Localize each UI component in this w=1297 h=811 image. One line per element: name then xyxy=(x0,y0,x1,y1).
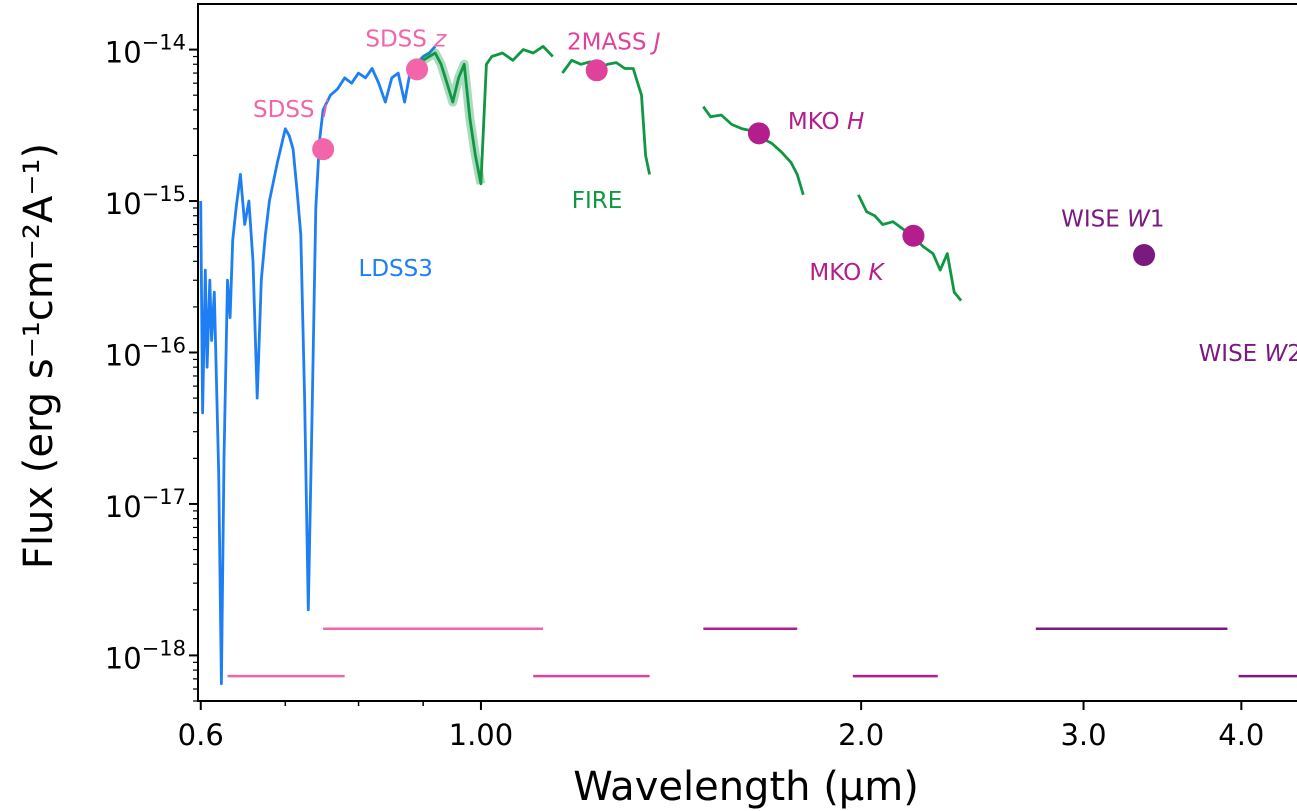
fire-spectrum-line-0 xyxy=(415,45,554,186)
2mass-j-label: 2MASS J xyxy=(567,30,661,56)
y-tick-label-4: 10−18 xyxy=(105,636,186,675)
plot-area: LDSS3 FIRE xyxy=(199,45,1297,686)
mko-h-label: MKO H xyxy=(788,109,864,135)
y-tick-label-3: 10−17 xyxy=(105,485,186,524)
x-tick-label-1: 1.00 xyxy=(449,718,514,752)
axes: SDSS i SDSS z 2MASS J MKO H MKO K WISE W1 WISE… xyxy=(105,26,1297,752)
wise-w1-label: WISE W1 xyxy=(1061,206,1164,232)
y-tick-label-2: 10−16 xyxy=(105,334,186,373)
wise-w1-point xyxy=(1133,244,1156,267)
ldss3-spectrum-line xyxy=(199,45,437,686)
y-axis-title: Flux (erg s⁻¹cm⁻²A⁻¹) xyxy=(16,143,62,569)
fire-label: FIRE xyxy=(572,188,623,214)
sdss-z-label: SDSS z xyxy=(365,26,447,52)
y-tick-label-1: 10−15 xyxy=(105,182,186,221)
sdss-i-point xyxy=(312,138,335,161)
x-tick-label-4: 4.0 xyxy=(1218,718,1264,752)
fire-spectrum-line-1 xyxy=(561,58,651,175)
mko-h-point xyxy=(747,122,770,145)
mko-k-label: MKO K xyxy=(809,260,885,286)
ldss3-label: LDSS3 xyxy=(359,256,433,282)
x-tick-label-0: 0.6 xyxy=(178,718,224,752)
mko-k-point xyxy=(902,224,925,247)
x-axis-title: Wavelength (μm) xyxy=(573,764,919,810)
x-tick-label-3: 3.0 xyxy=(1060,718,1106,752)
sdss-i-label: SDSS i xyxy=(253,97,329,123)
x-tick-label-2: 2.0 xyxy=(838,718,884,752)
y-tick-label-0: 10−14 xyxy=(105,31,186,70)
2mass-j-point xyxy=(585,59,608,82)
wise-w2-label: WISE W2 xyxy=(1199,341,1297,367)
axes-frame xyxy=(197,3,1297,702)
sdss-z-point xyxy=(406,58,429,81)
